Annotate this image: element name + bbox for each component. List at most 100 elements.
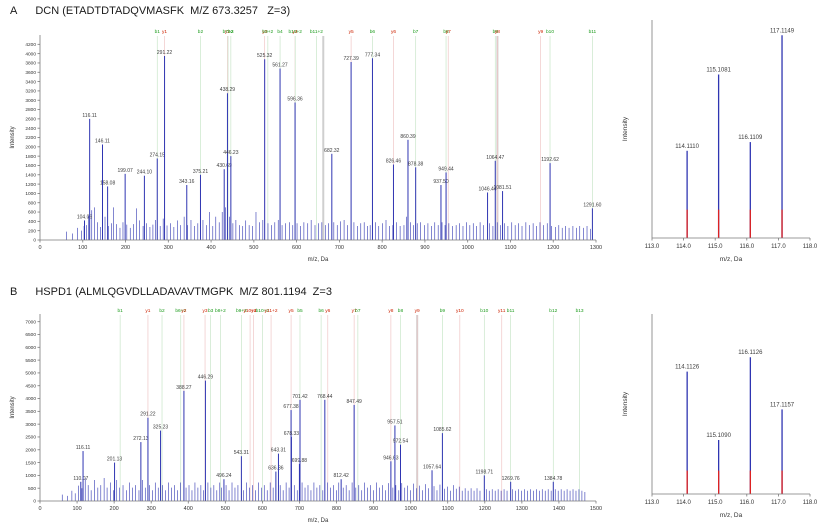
x-tick-label: 0 [38, 245, 41, 251]
y-tick-label: 500 [28, 486, 36, 492]
panel-b-reporter-spectrum: 114.1126 115.1090 116.1126 117.1157 113.0 114… [622, 314, 818, 519]
y-ion-label: y9 [415, 308, 420, 314]
panel-a-title-text: DCN (ETADTDTADQVMASFK M/Z 673.3257 Z=3) [35, 5, 291, 17]
x-tick-label: 116.0 [740, 500, 755, 506]
b-ion-label: b5 [297, 308, 303, 314]
y-tick-label: 800 [28, 200, 36, 206]
y-tick-label: 1200 [25, 182, 36, 188]
peak-label: 949.44 [438, 166, 454, 172]
y-tick-label: 4200 [25, 42, 36, 48]
x-tick-label: 118.0 [803, 500, 818, 506]
peak-label: 1384.78 [544, 476, 562, 482]
b-ion-label: b7+2 [223, 29, 234, 35]
peak-label: 325.23 [153, 425, 169, 431]
x-tick-label: 114.0 [676, 244, 691, 250]
y-ion-label: y3 [203, 308, 208, 314]
y-tick-label: 3800 [25, 61, 36, 67]
y-ion-label: y11 [498, 308, 506, 314]
peak-label: 116.11 [82, 113, 97, 119]
y-ion-label: y7 [352, 308, 357, 314]
x-tick-label: 700 [335, 245, 344, 251]
y-tick-label: 2000 [25, 447, 36, 453]
b-ion-label: b6 [318, 308, 324, 314]
reporter-peak-label: 115.1090 [706, 433, 731, 439]
x-tick-label: 1400 [553, 506, 565, 512]
y-tick-label: 6500 [25, 332, 36, 338]
peak-label: 104.06 [77, 214, 93, 220]
peak-label: 1198.71 [475, 469, 493, 475]
peak-label: 826.46 [386, 159, 402, 165]
x-tick-label: 200 [121, 245, 130, 251]
y-tick-label: 2800 [25, 107, 36, 113]
x-tick-label: 300 [147, 506, 156, 512]
b-ion-label: b7 [413, 29, 419, 35]
peak-label: 561.27 [272, 63, 288, 69]
x-tick-label: 300 [164, 245, 173, 251]
y-tick-label: 1800 [25, 154, 36, 160]
b-ion-label: b6+2 [175, 308, 186, 314]
y-tick-label: 3000 [25, 422, 36, 428]
y-ion-label: y11+2 [265, 308, 278, 314]
x-tick-label: 1000 [405, 506, 417, 512]
x-tick-label: 100 [78, 245, 87, 251]
x-tick-label: 1200 [547, 245, 559, 251]
x-tick-label: 1300 [516, 506, 528, 512]
b-ion-label: b8 [443, 29, 449, 35]
y-tick-label: 5000 [25, 371, 36, 377]
b-ion-label: b11+2 [310, 29, 323, 35]
peak-label: 274.15 [150, 152, 166, 158]
peak-label: 110.07 [73, 476, 88, 482]
y-tick-label: 4000 [25, 396, 36, 402]
x-tick-label: 1100 [442, 506, 454, 512]
y-tick-label: 3200 [25, 89, 36, 95]
y-axis-title: Intensity [622, 116, 629, 141]
peak-label: 1291.60 [583, 202, 601, 208]
y-tick-label: 1000 [25, 191, 36, 197]
b-ion-label: b9 [493, 29, 499, 35]
x-tick-label: 400 [184, 506, 193, 512]
y-ion-label: y5 [289, 308, 294, 314]
peak-label: 438.29 [220, 87, 236, 93]
x-axis-title: m/z, Da [308, 518, 329, 524]
y-ion-label: y4 [293, 29, 298, 35]
x-tick-label: 1200 [479, 506, 491, 512]
y-ion-label: y6 [391, 29, 396, 35]
y-tick-label: 4000 [25, 51, 36, 57]
y-tick-label: 7000 [25, 319, 36, 325]
peak-label: 158.08 [100, 180, 116, 186]
y-tick-label: 5500 [25, 358, 36, 364]
x-tick-label: 118.0 [803, 244, 818, 250]
y-tick-label: 3600 [25, 70, 36, 76]
b-ion-label: b2 [198, 29, 204, 35]
peak-label: 768.44 [317, 394, 333, 400]
y-tick-label: 2600 [25, 117, 36, 123]
b-ion-label: b2 [159, 308, 165, 314]
y-ion-label: y1 [162, 29, 167, 35]
panel-b-title-text: HSPD1 (ALMLQGVDLLADAVAVTMGPK M/Z 801.119… [35, 286, 332, 298]
panel-b-title: B HSPD1 (ALMLQGVDLLADAVAVTMGPK M/Z 801.11… [10, 286, 332, 298]
y-ion-label: y2 [225, 29, 230, 35]
y-ion-label: y10+2 [243, 308, 257, 314]
y-ion-label: y4 [251, 308, 256, 314]
y-axis-title: Intensity [10, 396, 16, 418]
peak-label: 116.11 [76, 445, 91, 451]
peak-label: 446.29 [198, 375, 214, 381]
reporter-peak-label: 116.1126 [738, 350, 763, 356]
peak-label: 1269.76 [502, 476, 520, 482]
b-ion-label: b1 [117, 308, 123, 314]
x-tick-label: 700 [295, 506, 304, 512]
peak-label: 878.38 [408, 161, 424, 167]
peak-label: 812.42 [333, 473, 349, 479]
x-tick-label: 500 [249, 245, 258, 251]
peak-label: 1085.62 [433, 427, 451, 433]
y-tick-label: 0 [33, 499, 36, 505]
x-tick-label: 115.0 [708, 244, 723, 250]
y-tick-label: 400 [28, 219, 36, 225]
x-tick-label: 115.0 [708, 500, 723, 506]
y-ion-label: y2 [181, 308, 186, 314]
reporter-peak-label: 117.1149 [770, 28, 795, 34]
x-tick-label: 117.0 [771, 500, 786, 506]
y-tick-label: 600 [28, 210, 36, 216]
peak-label: 596.36 [287, 97, 303, 103]
